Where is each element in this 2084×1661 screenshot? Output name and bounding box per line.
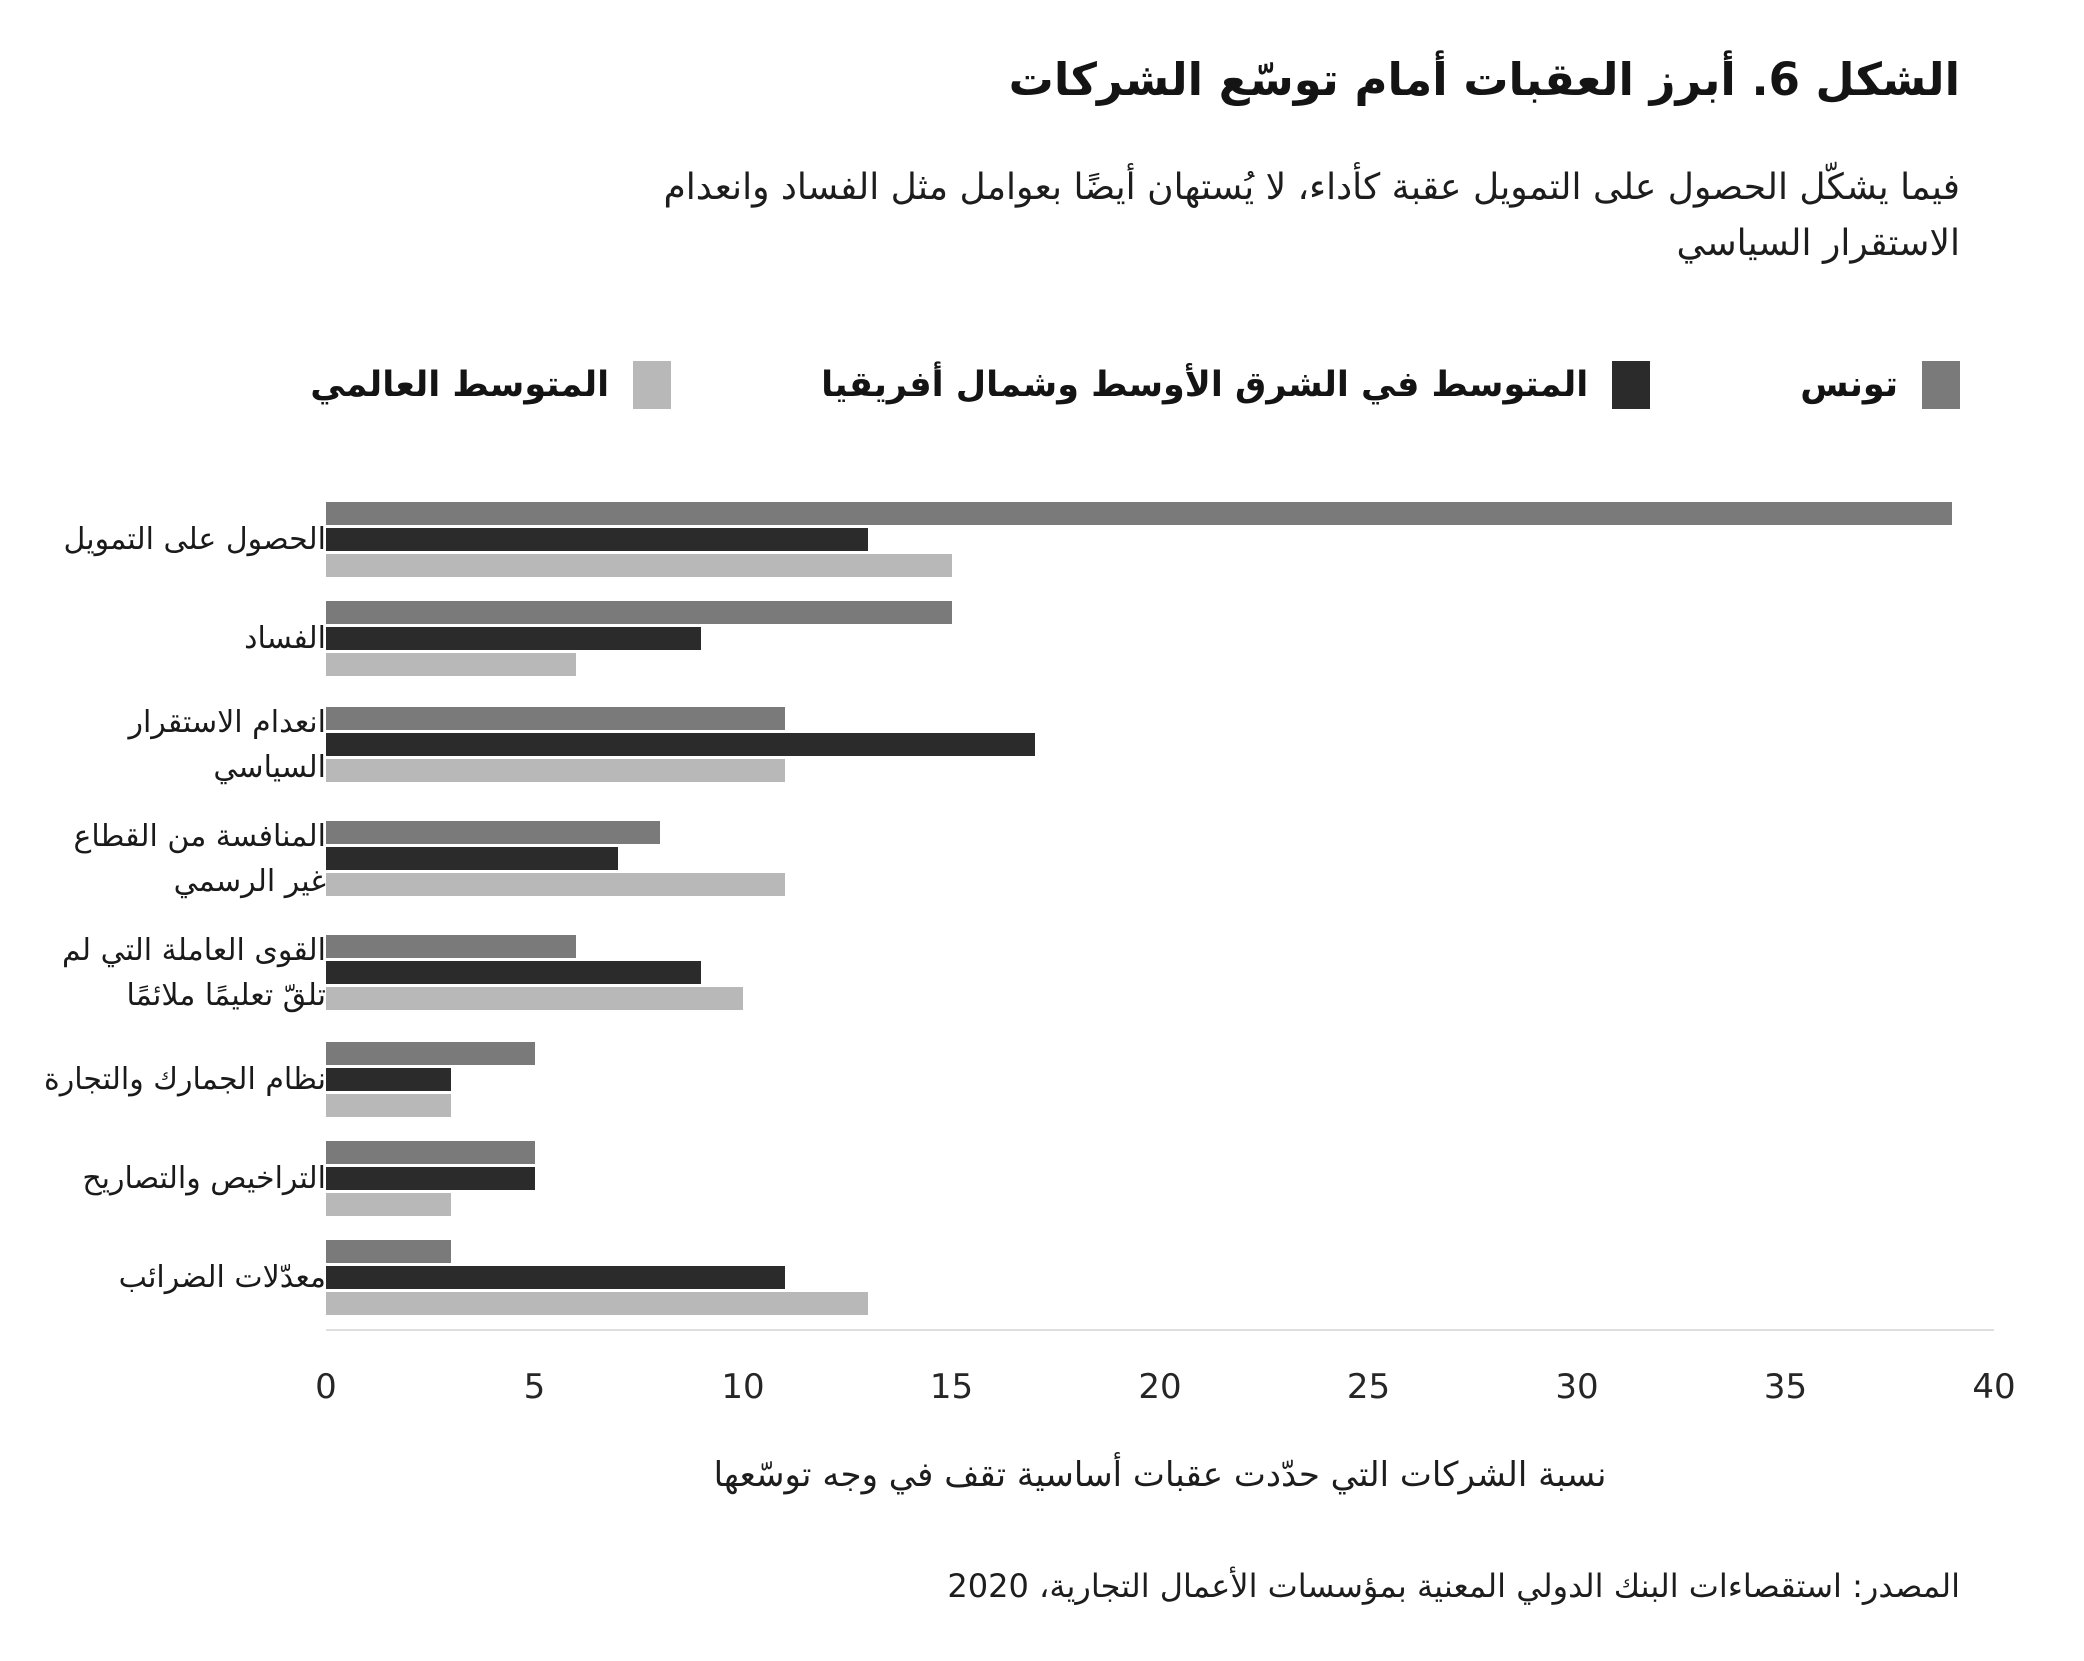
legend-label-world-average: المتوسط العالمي [310, 364, 610, 405]
x-axis-ticks: 0 5 10 15 20 25 30 35 40 [315, 1366, 2015, 1417]
x-tick: 30 [1555, 1366, 1599, 1407]
figure-subtitle-line-2: الاستقرار السياسي [1676, 223, 1960, 265]
category-label: الفساد [244, 620, 326, 656]
bar-world-average [326, 987, 743, 1011]
bar-chart: الحصول على التمويل الفساد انعدام الاستقرار… [0, 501, 2084, 1495]
x-tick: 35 [1763, 1366, 1808, 1407]
category-label: المنافسة من القطاع غير الرسمي [73, 818, 326, 899]
x-tick: 5 [523, 1366, 546, 1407]
bar-mena-average [326, 1166, 535, 1190]
bar-mena-average [326, 626, 702, 650]
chart-row: الفساد [0, 600, 2084, 676]
bar-world-average [326, 553, 952, 577]
chart-row: نظام الجمارك والتجارة [0, 1041, 2084, 1117]
chart-row: معدّلات الضرائب [0, 1239, 2084, 1315]
bar-tunisia [326, 935, 577, 959]
chart-row: انعدام الاستقرار السياسي [0, 700, 2084, 790]
bar-tunisia [326, 501, 1953, 525]
bar-group [326, 707, 1994, 783]
chart-row: القوى العاملة التي لم تلقّ تعليمًا ملائم… [0, 928, 2084, 1018]
legend-swatch-tunisia [1922, 360, 1960, 409]
category-label: الحصول على التمويل [63, 521, 327, 557]
bar-world-average [326, 1291, 869, 1315]
legend-label-mena-average: المتوسط في الشرق الأوسط وشمال أفريقيا [821, 364, 1589, 405]
x-tick: 15 [929, 1366, 974, 1407]
category-label: القوى العاملة التي لم تلقّ تعليمًا ملائم… [61, 932, 326, 1013]
bar-mena-average [326, 847, 618, 871]
bar-tunisia [326, 821, 660, 845]
bar-group [326, 1041, 1994, 1117]
bar-tunisia [326, 1041, 535, 1065]
x-axis-label: نسبة الشركات التي حدّدت عقبات أساسية تقف… [713, 1454, 1607, 1495]
bar-world-average [326, 652, 577, 676]
bar-group [326, 501, 1994, 577]
bar-tunisia [326, 1140, 535, 1164]
figure-title: الشكل 6. أبرز العقبات أمام توسّع الشركات [1008, 53, 1960, 106]
category-label: نظام الجمارك والتجارة [43, 1061, 326, 1097]
figure-source: المصدر: استقصاءات البنك الدولي المعنية ب… [947, 1566, 1960, 1605]
category-label: التراخيص والتصاريح [82, 1160, 326, 1196]
bar-tunisia [326, 1239, 452, 1263]
bar-world-average [326, 759, 785, 783]
x-tick: 20 [1138, 1366, 1182, 1407]
bar-world-average [326, 1093, 452, 1117]
figure-header: الشكل 6. أبرز العقبات أمام توسّع الشركات… [0, 0, 2084, 272]
x-axis-line [326, 1328, 1994, 1331]
chart-row: الحصول على التمويل [0, 501, 2084, 577]
legend-swatch-world-average [633, 360, 672, 409]
bar-tunisia [326, 707, 785, 731]
legend-item-mena-average: المتوسط في الشرق الأوسط وشمال أفريقيا [821, 360, 1651, 409]
chart-rows: الحصول على التمويل الفساد انعدام الاستقرار… [0, 501, 2084, 1315]
legend-swatch-mena-average [1612, 360, 1651, 409]
legend-item-tunisia: تونس [1800, 360, 1960, 409]
legend-label-tunisia: تونس [1800, 364, 1898, 405]
bar-tunisia [326, 600, 952, 624]
chart-row: التراخيص والتصاريح [0, 1140, 2084, 1216]
bar-world-average [326, 873, 785, 897]
x-tick: 25 [1346, 1366, 1391, 1407]
chart-row: المنافسة من القطاع غير الرسمي [0, 814, 2084, 904]
figure-subtitle: فيما يشكّل الحصول على التمويل عقبة كأداء… [90, 160, 1961, 272]
bar-mena-average [326, 1265, 785, 1289]
category-label: انعدام الاستقرار السياسي [128, 704, 326, 785]
x-tick: 10 [721, 1366, 765, 1407]
bar-group [326, 821, 1994, 897]
bar-mena-average [326, 1067, 452, 1091]
category-label: معدّلات الضرائب [118, 1259, 326, 1295]
legend-item-world-average: المتوسط العالمي [310, 360, 672, 409]
bar-group [326, 600, 1994, 676]
bar-mena-average [326, 733, 1035, 757]
chart-legend: تونس المتوسط في الشرق الأوسط وشمال أفريقي… [0, 360, 2084, 410]
bar-world-average [326, 1192, 452, 1216]
x-tick: 40 [1972, 1366, 2016, 1407]
bar-group [326, 935, 1994, 1011]
x-tick: 0 [315, 1366, 337, 1407]
bar-group [326, 1140, 1994, 1216]
bar-mena-average [326, 527, 869, 551]
bar-mena-average [326, 961, 702, 985]
figure-subtitle-line-1: فيما يشكّل الحصول على التمويل عقبة كأداء… [663, 167, 1961, 209]
bar-group [326, 1239, 1994, 1315]
